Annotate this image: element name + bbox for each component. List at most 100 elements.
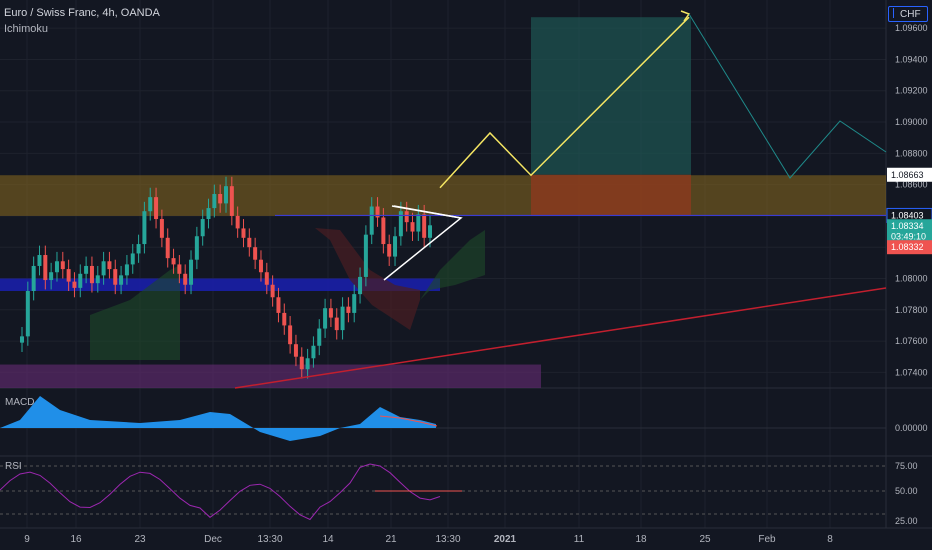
candle-body: [31, 265, 36, 291]
candle-body: [270, 284, 275, 298]
x-tick-label: Feb: [758, 534, 776, 545]
candle-body: [369, 206, 374, 235]
y-tick-label: 1.07400: [895, 367, 928, 377]
currency-button[interactable]: CHF: [888, 6, 928, 22]
axes: 1.074001.076001.078001.080001.082001.084…: [24, 23, 932, 545]
candle-body: [84, 265, 89, 274]
candle-body: [119, 275, 124, 285]
rsi-pane: [0, 463, 886, 521]
macd-pane: [0, 396, 886, 441]
x-tick-label: 23: [134, 534, 146, 545]
candle-body: [177, 264, 182, 274]
stop-box: [531, 174, 691, 216]
rsi-label: RSI: [5, 461, 22, 472]
candle-body: [404, 211, 409, 223]
candle-body: [317, 328, 322, 346]
candle-body: [241, 228, 246, 238]
indicator-label[interactable]: Ichimoku: [4, 23, 49, 35]
rsi-line: [0, 463, 441, 521]
x-tick-label: Dec: [204, 534, 222, 545]
candle-body: [416, 214, 421, 232]
x-tick-label: 14: [322, 534, 334, 545]
candle-body: [54, 261, 59, 273]
candle-body: [305, 358, 310, 370]
currency-label: CHF: [900, 9, 921, 20]
candle-body: [323, 308, 328, 329]
macd-histogram: [0, 396, 436, 441]
y-tick-label: 1.07600: [895, 336, 928, 346]
candle-body: [428, 225, 432, 238]
y-tick-label: 1.09600: [895, 23, 928, 33]
candle-body: [247, 237, 252, 248]
price-label-box: [887, 240, 932, 255]
candle-body: [288, 325, 293, 345]
candle-body: [72, 281, 77, 288]
macd-tick-label: 0.00000: [895, 423, 928, 433]
x-tick-label: 9: [24, 534, 30, 545]
x-tick-label: 16: [70, 534, 82, 545]
candle-body: [43, 255, 48, 281]
x-tick-label: 21: [385, 534, 397, 545]
candle-body: [229, 186, 234, 216]
candle-body: [95, 275, 100, 284]
candle-body: [293, 344, 298, 357]
candle-body: [258, 259, 263, 273]
candle-body: [393, 236, 398, 257]
y-tick-label: 1.09400: [895, 54, 928, 64]
drawings: [234, 10, 887, 389]
y-tick-label: 1.08800: [895, 148, 928, 158]
candle-body: [352, 294, 357, 313]
candle-body: [171, 258, 176, 265]
price-label-box: [887, 167, 932, 182]
price-label-text: 03:49:10: [891, 232, 926, 242]
x-tick-label: 8: [827, 534, 833, 545]
y-tick-label: 1.09000: [895, 117, 928, 127]
x-tick-label: 25: [699, 534, 711, 545]
candle-body: [66, 269, 71, 282]
candle-body: [194, 236, 199, 260]
rsi-tick-label: 75.00: [895, 461, 918, 471]
candle-body: [224, 186, 228, 204]
macd-signal: [379, 415, 438, 427]
x-tick-label: 11: [574, 534, 585, 545]
price-label-text: 1.08663: [891, 170, 924, 180]
y-tick-label: 1.08600: [895, 180, 928, 190]
candle-body: [37, 255, 42, 266]
candle-body: [49, 272, 54, 281]
macd-label: MACD: [5, 397, 35, 408]
candle-body: [253, 247, 258, 260]
currency-marker: [893, 8, 894, 18]
candle-body: [60, 261, 65, 270]
cloud-green-1: [90, 265, 180, 360]
candle-body: [276, 297, 281, 313]
y-tick-label: 1.08000: [895, 273, 928, 283]
candle-body: [410, 222, 415, 232]
y-tick-label: 1.07800: [895, 305, 928, 315]
candle-body: [340, 306, 345, 331]
y-tick-label: 1.09200: [895, 86, 928, 96]
candle-body: [113, 269, 118, 285]
projection-path: [439, 16, 690, 189]
candle-body: [212, 194, 217, 209]
triangle-upper: [393, 205, 462, 219]
candle-body: [311, 345, 316, 359]
candle-body: [235, 215, 240, 229]
rsi-tick-label: 50.00: [895, 486, 918, 496]
candle-body: [159, 219, 164, 238]
ichimoku-cloud: [90, 228, 485, 360]
x-tick-label: 18: [635, 534, 647, 545]
candle-body: [381, 217, 386, 245]
candle-body: [130, 253, 135, 265]
cloud-red-1: [315, 228, 420, 330]
candle-body: [89, 265, 94, 284]
candle-body: [165, 237, 170, 259]
rising-trendline: [234, 287, 887, 389]
candle-body: [183, 273, 188, 285]
candle-body: [375, 206, 380, 218]
candle-body: [328, 308, 333, 318]
chart-title: Euro / Swiss Franc, 4h, OANDA: [4, 7, 160, 19]
bottom-zone: [0, 364, 541, 388]
candle-body: [124, 264, 129, 276]
candle-body: [299, 356, 304, 370]
